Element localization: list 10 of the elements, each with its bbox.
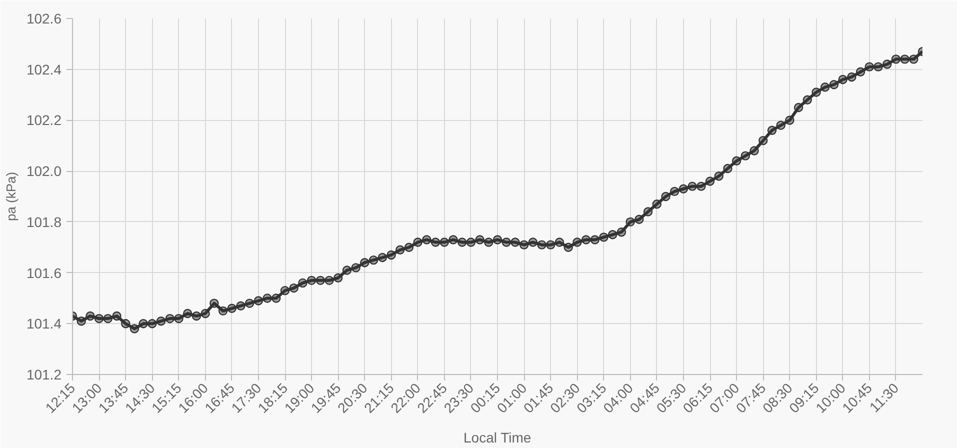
- y-tick-label: 102.6: [26, 10, 62, 26]
- x-axis-title: Local Time: [464, 430, 532, 446]
- y-tick-label: 101.6: [26, 264, 62, 281]
- y-axis-title: pa (kPa): [3, 172, 18, 222]
- y-tick-label: 102.2: [26, 112, 62, 128]
- y-tick-label: 101.4: [26, 316, 62, 332]
- y-tick-label: 102.0: [26, 163, 62, 180]
- y-tick-label: 101.2: [26, 366, 62, 382]
- y-tick-label: 101.8: [26, 214, 62, 230]
- y-tick-label: 102.4: [26, 61, 62, 78]
